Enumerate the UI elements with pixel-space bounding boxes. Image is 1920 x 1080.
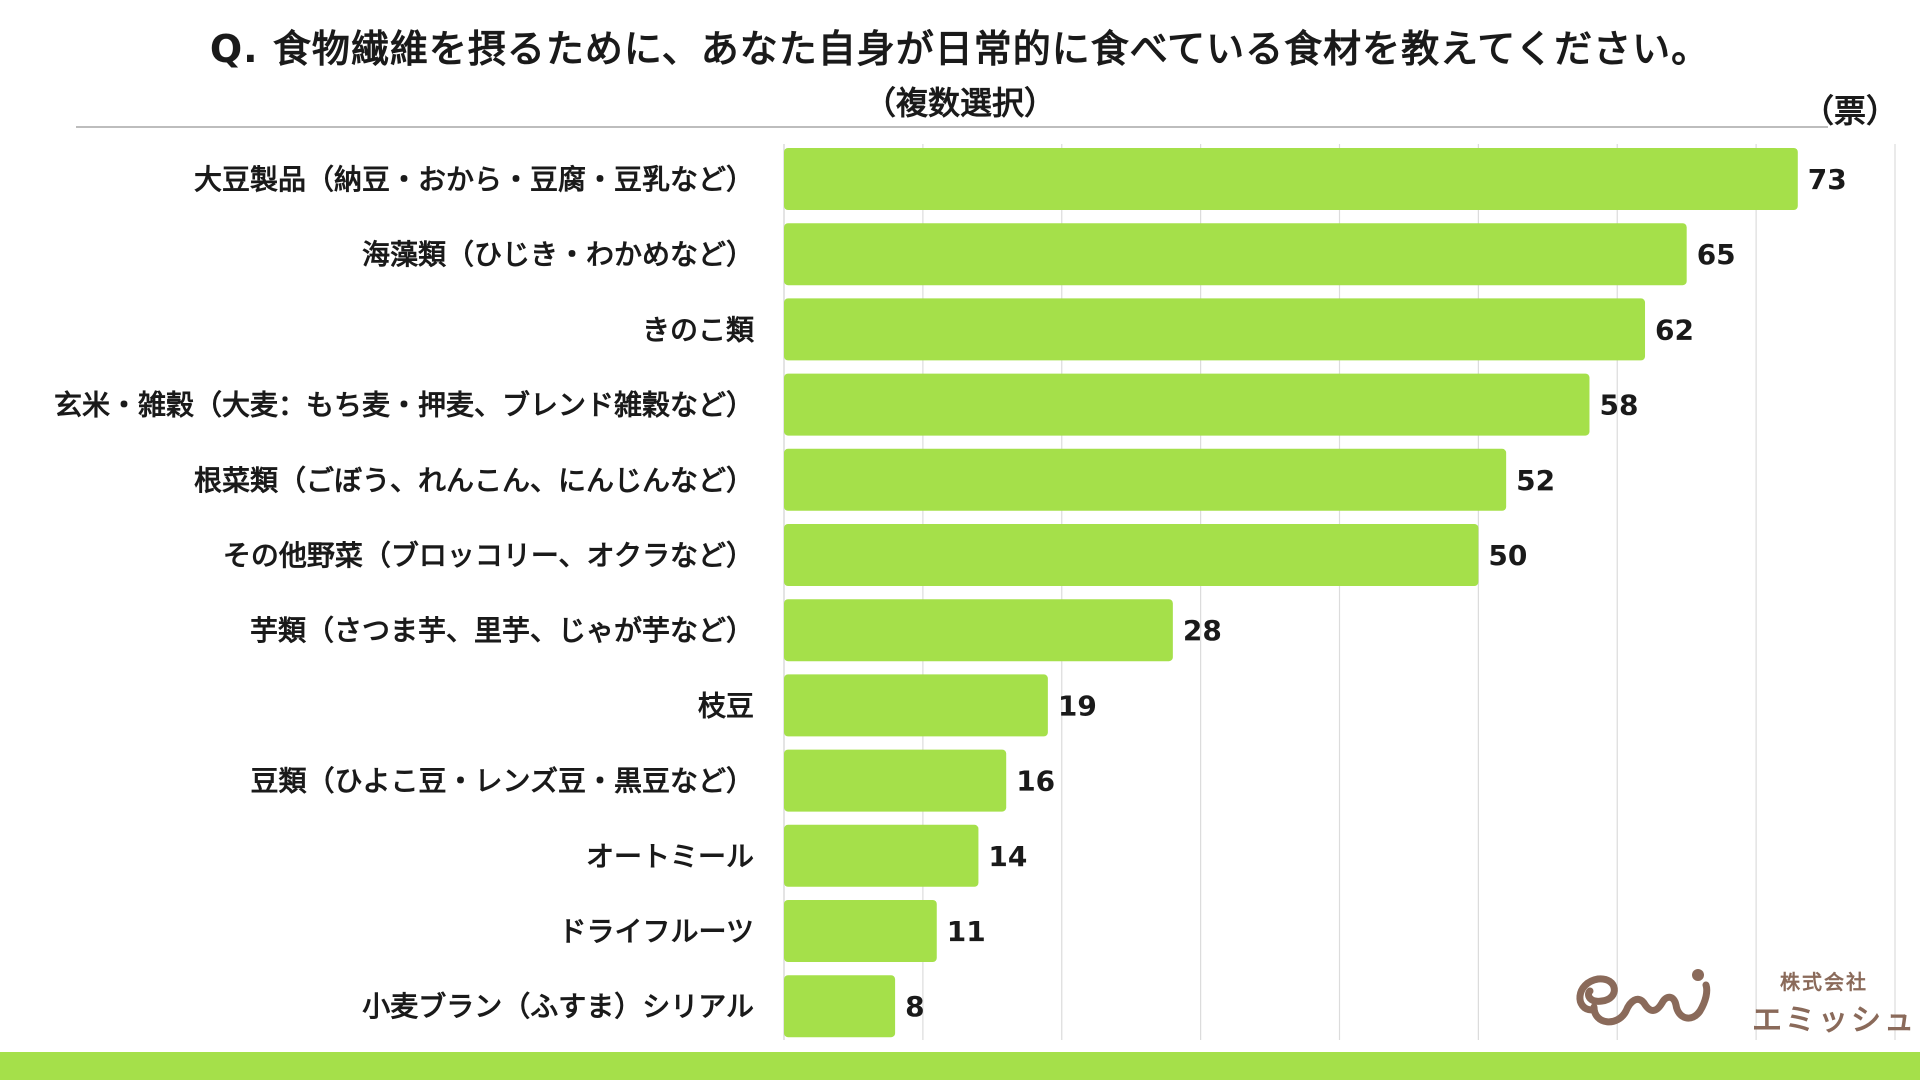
value-label: 11 [947,915,986,948]
bottom-band [0,1052,1920,1080]
category-label: 根菜類（ごぼう、れんこん、にんじんなど） [194,464,754,497]
chart-title: Q. 食物繊維を摂るために、あなた自身が日常的に食べている食材を教えてください。 [209,27,1711,71]
value-labels: 73 65 62 58 52 50 28 19 16 14 11 8 [905,163,1847,1023]
bar [784,599,1173,662]
value-label: 73 [1808,163,1847,196]
bar [784,824,979,887]
value-label: 28 [1183,614,1222,647]
category-label: 芋類（さつま芋、里芋、じゃが芋など） [250,614,754,647]
value-label: 62 [1655,313,1694,346]
category-label: 玄米・雑穀（大麦：もち麦・押麦、ブレンド雑穀など） [54,389,754,422]
bar [784,223,1687,286]
logo-company-type: 株式会社 [1780,970,1868,994]
category-label: 枝豆 [698,689,754,722]
category-labels: 大豆製品（納豆・おから・豆腐・豆乳など） 海藻類（ひじき・わかめなど） きのこ類玄米… [54,163,755,1023]
category-label: きのこ類 [642,313,755,346]
value-label: 14 [988,840,1027,873]
value-label: 19 [1058,689,1097,722]
value-label: 50 [1488,539,1527,572]
value-label: 52 [1516,464,1555,497]
header-divider [76,126,1828,128]
category-label: ドライフルーツ [559,915,754,948]
bar [784,900,937,962]
emish-logo-icon [1576,969,1711,1026]
bar [784,373,1590,436]
bar [784,448,1507,511]
category-label: 海藻類（ひじき・わかめなど） [362,238,754,271]
unit-label: （票） [1801,92,1898,130]
bar [784,298,1646,361]
value-label: 58 [1599,389,1638,422]
bars [784,148,1798,1038]
category-label: オートミール [586,840,754,873]
value-label: 65 [1697,238,1736,271]
bar [784,674,1048,737]
category-label: 小麦ブラン（ふすま）シリアル [362,990,754,1023]
value-label: 16 [1016,765,1055,798]
bar [784,524,1479,586]
bar [784,749,1007,812]
value-label: 8 [905,990,924,1023]
category-label: その他野菜（ブロッコリー、オクラなど） [223,539,754,572]
logo-company-name: エミッシュ [1752,1003,1917,1038]
bar [784,148,1798,210]
category-label: 豆類（ひよこ豆・レンズ豆・黒豆など） [251,765,754,798]
chart-subtitle: （複数選択） [863,84,1056,122]
grid-lines [783,144,1896,1040]
bar [784,975,896,1038]
category-label: 大豆製品（納豆・おから・豆腐・豆乳など） [194,163,754,196]
